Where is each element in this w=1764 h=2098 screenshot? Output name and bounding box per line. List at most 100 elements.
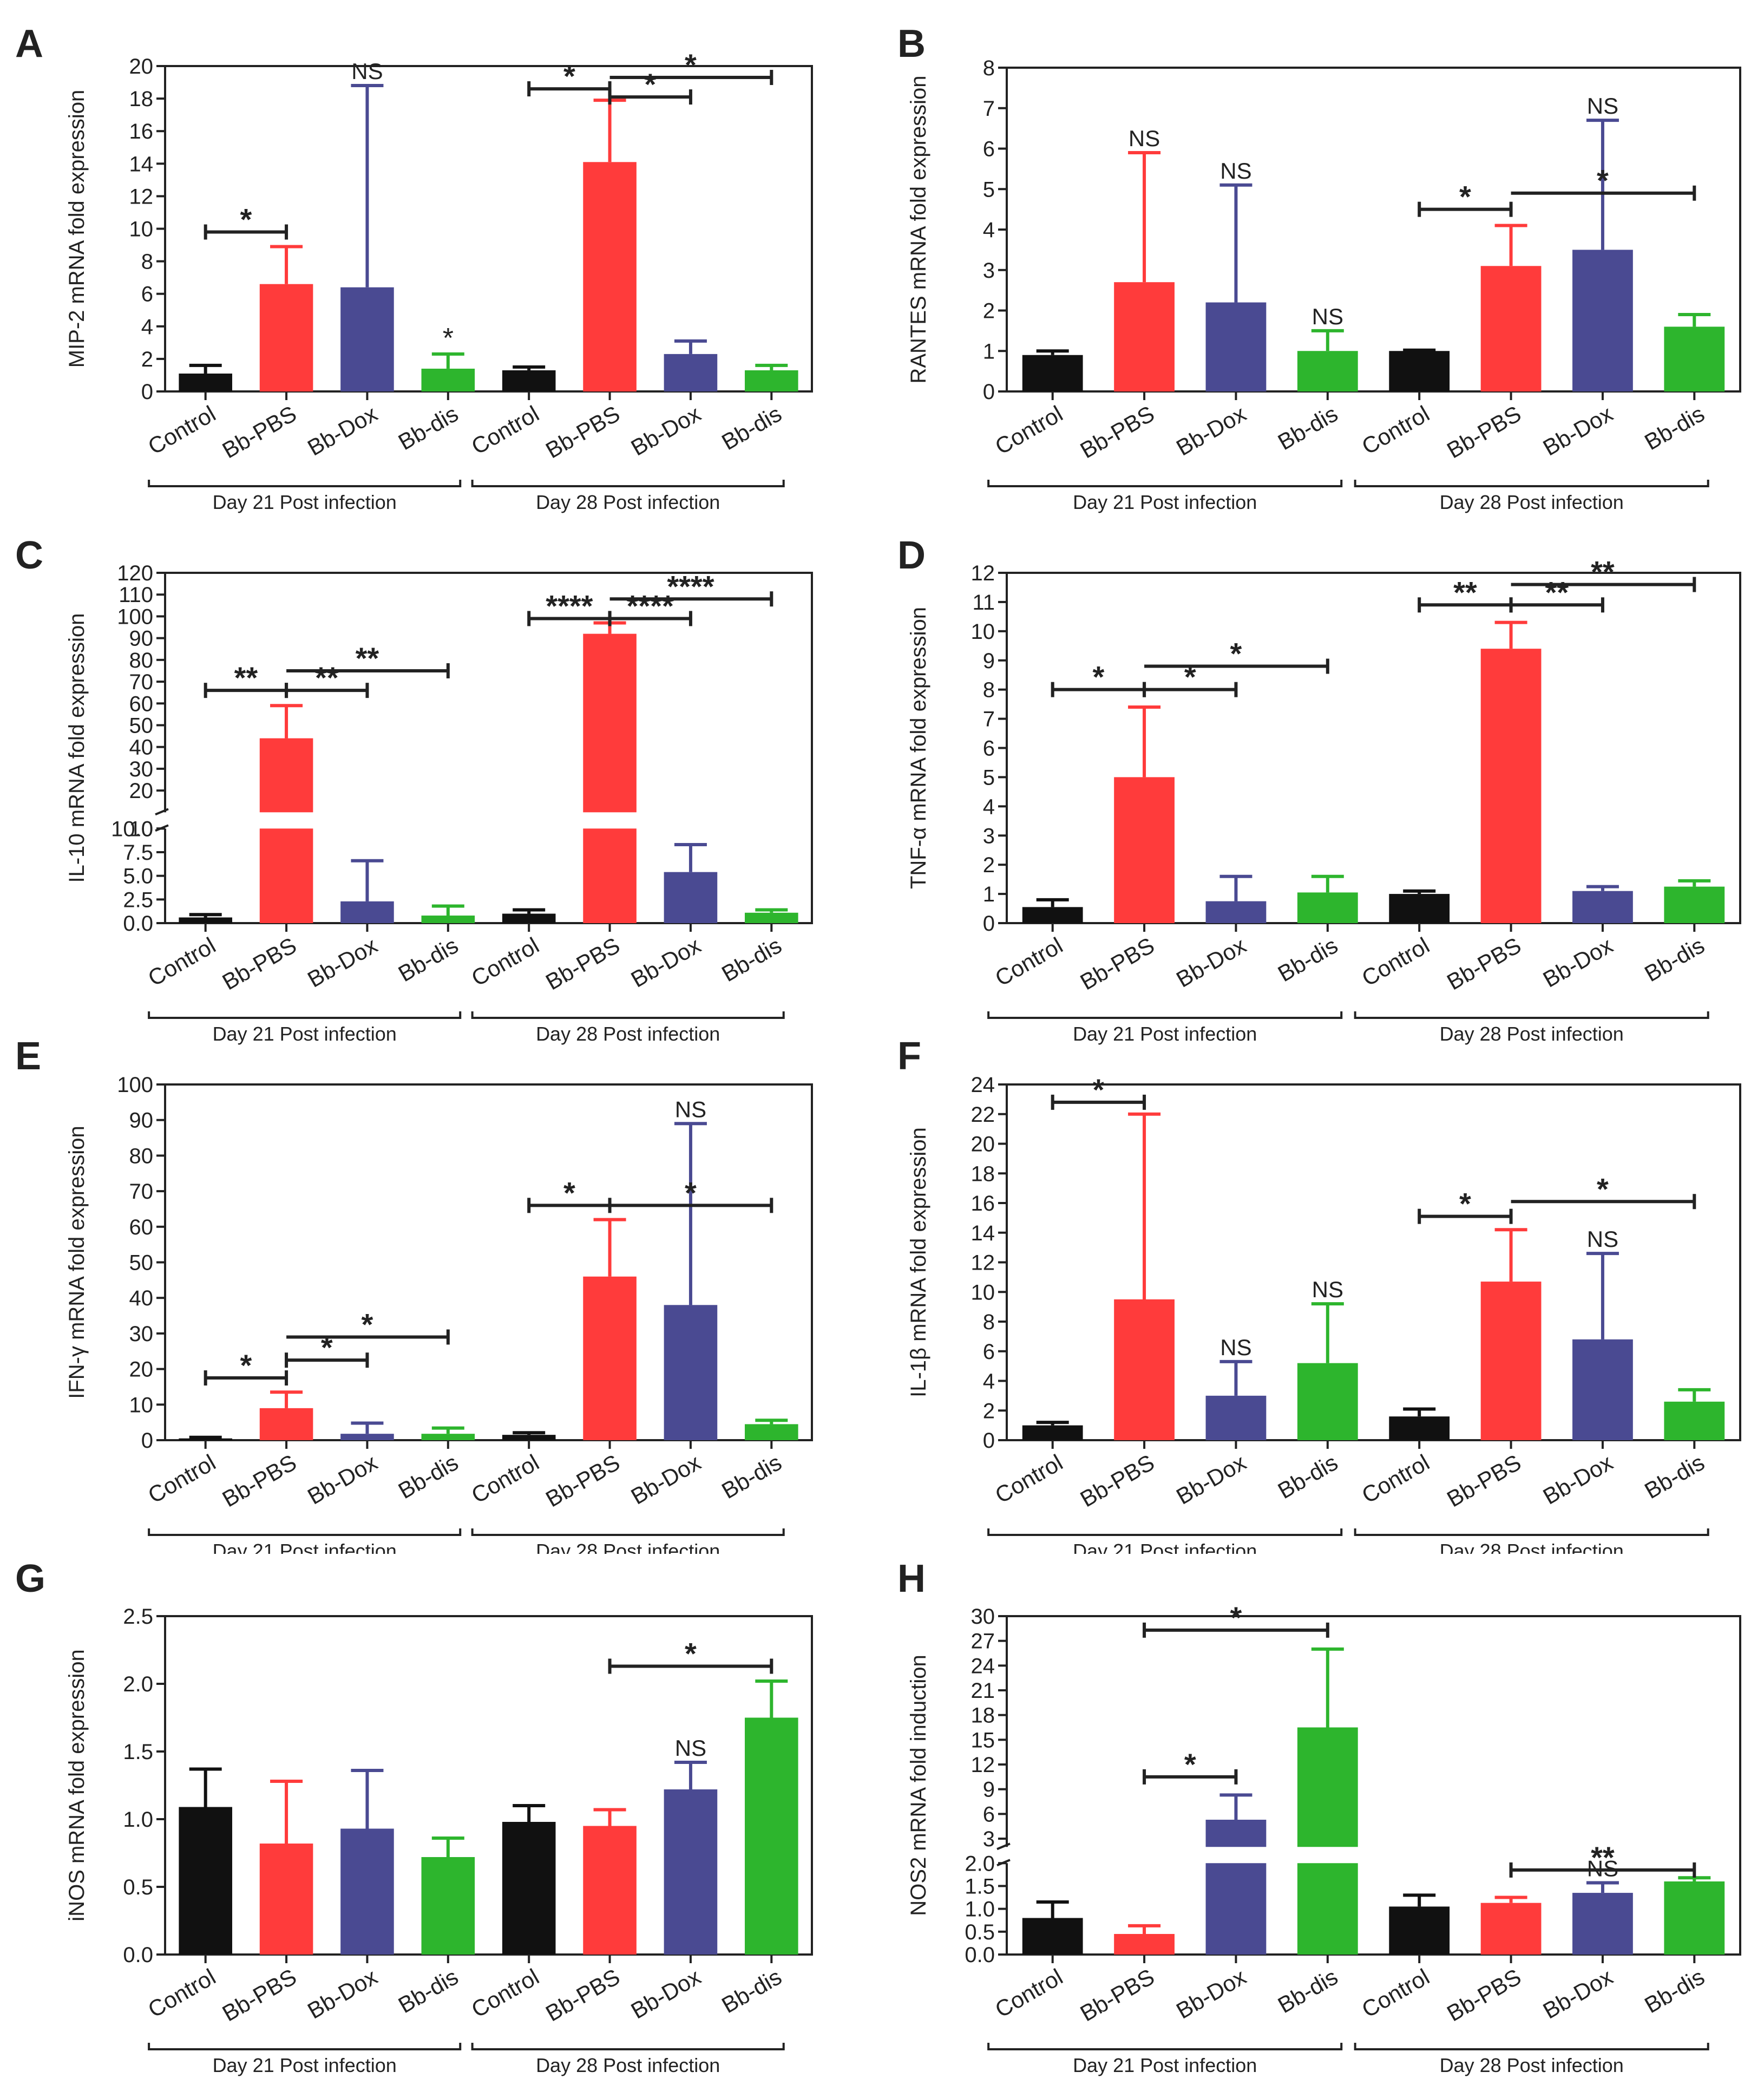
- significance-label: **: [315, 661, 339, 695]
- group-label: Day 28 Post infection: [536, 491, 720, 513]
- axis-break-mark: [996, 1842, 1011, 1851]
- category-label: Bb-Dox: [1539, 932, 1617, 992]
- bar: [745, 912, 798, 923]
- y-tick-label: 90: [129, 1109, 154, 1133]
- category-label: Bb-dis: [1274, 1964, 1342, 2018]
- category-label: Bb-Dox: [1539, 401, 1617, 461]
- y-tick-label: 2: [983, 1399, 995, 1423]
- category-label: Bb-Dox: [627, 932, 705, 992]
- group-bracket: [148, 2043, 462, 2050]
- bar: [1389, 894, 1450, 923]
- y-tick-label: 70: [129, 670, 154, 694]
- bar: [1297, 351, 1358, 391]
- y-tick-label: 8: [983, 56, 995, 80]
- panel-label-d: D: [897, 534, 926, 577]
- bar: [1205, 1395, 1267, 1440]
- group-label: Day 28 Post infection: [536, 2054, 720, 2076]
- bar: [259, 284, 313, 391]
- y-tick-label: 30: [129, 757, 154, 781]
- y-tick-label: 24: [971, 1073, 995, 1097]
- y-tick-label: 100: [117, 605, 153, 629]
- category-label: Bb-PBS: [1442, 1964, 1525, 2026]
- y-tick-label: 0.0: [123, 912, 153, 936]
- y-tick-label: 18: [129, 87, 154, 111]
- bar: [664, 1789, 718, 1955]
- category-label: Bb-Dox: [627, 1964, 705, 2024]
- group-label: Day 28 Post infection: [1440, 1540, 1624, 1554]
- bar-annotation: NS: [1129, 126, 1160, 151]
- bar: [1664, 1881, 1725, 1955]
- bar: [1297, 1363, 1358, 1440]
- panel-a: A 0 2 4 6 8 10 12 14 16 18 20 MIP-2 mRNA fold expre…: [0, 0, 882, 525]
- bar: [1205, 302, 1267, 391]
- category-label: Bb-dis: [1274, 1449, 1342, 1504]
- bar: [179, 373, 232, 391]
- category-label: Bb-PBS: [541, 932, 624, 995]
- y-tick-label: 18: [971, 1704, 995, 1728]
- category-label: Control: [143, 1964, 220, 2022]
- y-tick-label: 7: [983, 708, 995, 731]
- y-tick-label: 0.5: [123, 1875, 153, 1899]
- y-tick-label: 50: [129, 1251, 154, 1275]
- y-tick-label: 60: [129, 692, 154, 716]
- category-label: Bb-Dox: [1539, 1449, 1617, 1509]
- bar: [1297, 1727, 1358, 1847]
- y-tick-label: 2.5: [123, 1605, 153, 1629]
- chart-e: 0 10 20 30 40 50 60 70 80 90 100 IFN-γ mRNA fold ex…: [65, 1073, 813, 1562]
- y-tick-label: 9: [983, 649, 995, 673]
- significance-label: **: [356, 641, 379, 675]
- axis-break-mark: [155, 808, 169, 816]
- bar: [1480, 266, 1542, 391]
- category-label: Bb-Dox: [1539, 1964, 1617, 2024]
- group-bracket: [987, 2043, 1343, 2050]
- category-label: Bb-PBS: [218, 1449, 301, 1512]
- significance-label: *: [1597, 1172, 1609, 1206]
- significance-label: *: [1092, 660, 1104, 694]
- group-bracket: [148, 1011, 462, 1019]
- panel-label-b: B: [897, 22, 926, 66]
- y-tick-label: 15: [971, 1728, 995, 1752]
- y-tick-label: 1.0: [123, 1808, 153, 1832]
- bar-annotation: NS: [675, 1735, 706, 1761]
- group-label: Day 28 Post infection: [1440, 491, 1624, 513]
- category-label: Bb-dis: [1274, 932, 1342, 986]
- y-tick-label: 110: [119, 583, 153, 607]
- y-tick-label: 27: [971, 1630, 995, 1653]
- plot-frame: [1006, 1615, 1741, 1956]
- bar: [1022, 1425, 1083, 1440]
- category-label: Bb-dis: [717, 1449, 786, 1504]
- bar: [1297, 892, 1358, 923]
- significance-label: *: [240, 202, 252, 237]
- category-label: Bb-dis: [1274, 401, 1342, 455]
- significance-label: *: [1092, 1073, 1104, 1107]
- y-axis-label: NOS2 mRNA fold induction: [907, 1655, 930, 1916]
- y-tick-label: 12: [971, 561, 995, 585]
- group-bracket: [1354, 480, 1709, 487]
- chart-b: 0 1 2 3 4 5 6 7 8 RANTES mRNA fold expression Cont…: [907, 56, 1741, 513]
- y-axis-label: IL-10 mRNA fold expression: [65, 613, 89, 883]
- significance-label: *: [644, 67, 656, 101]
- bar: [179, 1438, 232, 1440]
- group-label: Day 28 Post infection: [536, 1540, 720, 1554]
- y-tick-label: 40: [129, 1286, 154, 1310]
- significance-label: *: [1184, 1747, 1196, 1781]
- category-label: Bb-dis: [1640, 401, 1709, 455]
- y-axis-label: RANTES mRNA fold expression: [907, 75, 930, 383]
- category-label: Bb-dis: [1640, 1964, 1709, 2018]
- category-label: Control: [143, 401, 220, 459]
- bar: [1114, 1934, 1175, 1955]
- bar: [259, 1844, 313, 1955]
- group-label: Day 28 Post infection: [536, 1023, 720, 1045]
- y-tick-label: 0: [983, 912, 995, 936]
- group-label: Day 21 Post infection: [1073, 2054, 1257, 2076]
- significance-label: **: [1453, 575, 1477, 609]
- significance-label: ****: [546, 589, 593, 623]
- y-tick-label: 8: [983, 678, 995, 702]
- y-tick-label: 16: [129, 120, 154, 143]
- y-tick-label: 120: [117, 561, 153, 585]
- group-bracket: [987, 1011, 1343, 1019]
- bar-annotation: NS: [1220, 158, 1251, 184]
- y-tick-label: 5: [983, 766, 995, 789]
- category-label: Control: [467, 1449, 543, 1508]
- y-axis-label: IL-1β mRNA fold expression: [907, 1127, 930, 1397]
